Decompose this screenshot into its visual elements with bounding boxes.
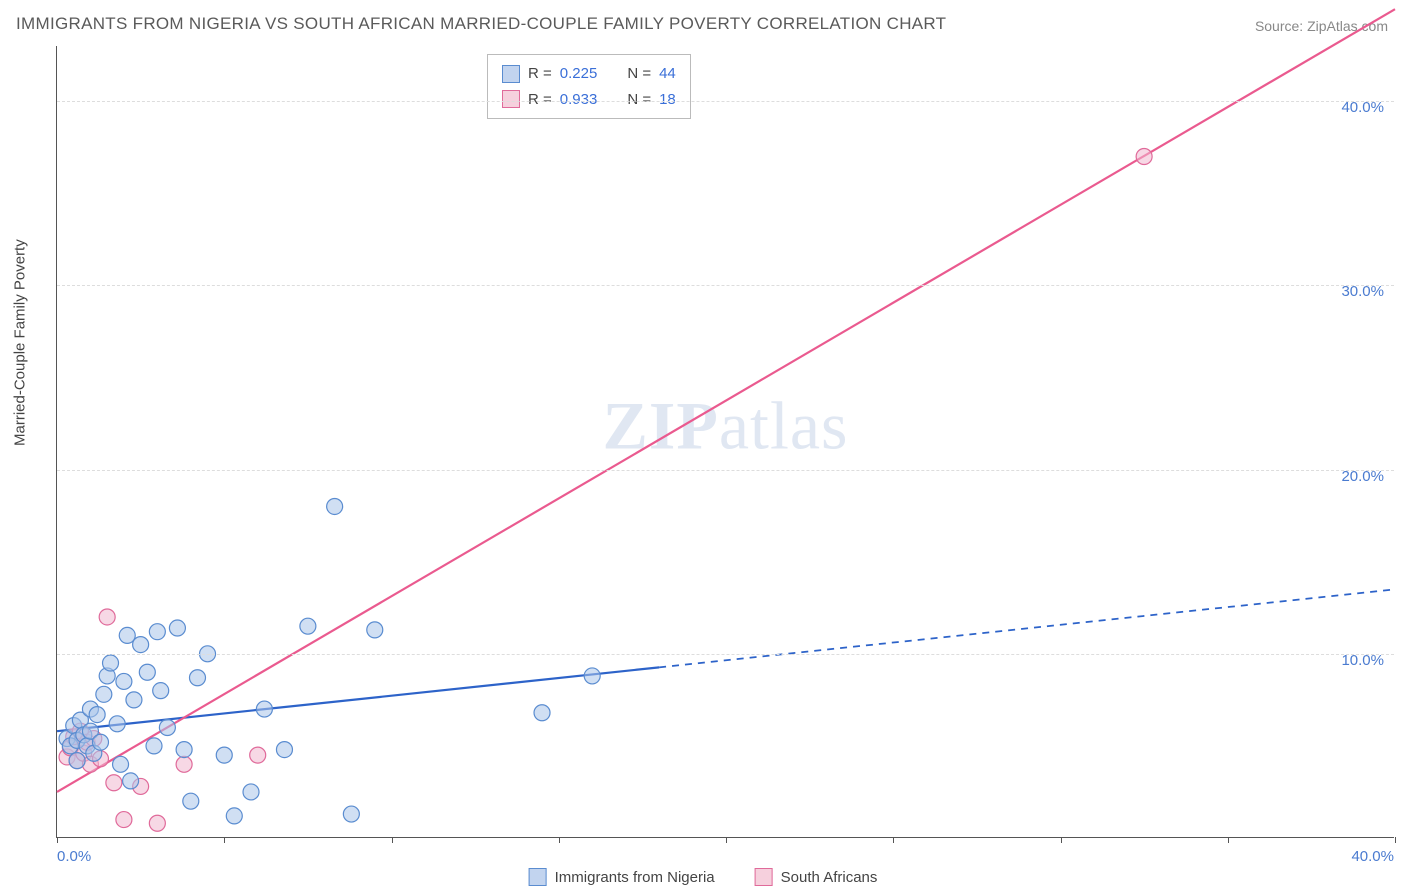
swatch-blue-icon — [529, 868, 547, 886]
data-point — [149, 815, 165, 831]
data-point — [276, 742, 292, 758]
r-value-nigeria: 0.225 — [560, 61, 598, 87]
y-tick-label: 30.0% — [1341, 283, 1384, 300]
data-point — [116, 673, 132, 689]
data-point — [126, 692, 142, 708]
data-point — [183, 793, 199, 809]
data-point — [216, 747, 232, 763]
data-point — [226, 808, 242, 824]
data-point — [367, 622, 383, 638]
x-tick — [1228, 837, 1229, 843]
gridline — [57, 470, 1394, 471]
x-tick — [1395, 837, 1396, 843]
data-point — [149, 624, 165, 640]
n-value-sa: 18 — [659, 87, 676, 113]
swatch-pink-icon — [502, 90, 520, 108]
swatch-pink-icon — [755, 868, 773, 886]
data-point — [99, 609, 115, 625]
n-label: N = — [627, 61, 651, 87]
data-point — [343, 806, 359, 822]
data-point — [189, 670, 205, 686]
r-label: R = — [528, 61, 552, 87]
data-point — [300, 618, 316, 634]
trend-line — [57, 9, 1395, 792]
legend-row-nigeria: R = 0.225 N = 44 — [502, 61, 676, 87]
data-point — [113, 756, 129, 772]
data-point — [133, 637, 149, 653]
data-point — [176, 756, 192, 772]
data-point — [116, 812, 132, 828]
y-tick-label: 10.0% — [1341, 652, 1384, 669]
x-legend-sa: South Africans — [755, 868, 878, 886]
data-point — [243, 784, 259, 800]
data-point — [106, 775, 122, 791]
data-point — [123, 773, 139, 789]
data-point — [89, 707, 105, 723]
r-label: R = — [528, 87, 552, 113]
data-point — [169, 620, 185, 636]
data-point — [1136, 149, 1152, 165]
data-point — [534, 705, 550, 721]
data-point — [153, 683, 169, 699]
x-axis-legend: Immigrants from Nigeria South Africans — [529, 868, 878, 886]
data-point — [109, 716, 125, 732]
scatter-plot — [57, 46, 1394, 837]
data-point — [176, 742, 192, 758]
x-tick — [726, 837, 727, 843]
data-point — [146, 738, 162, 754]
data-point — [139, 664, 155, 680]
gridline — [57, 654, 1394, 655]
legend-row-sa: R = 0.933 N = 18 — [502, 87, 676, 113]
x-tick — [559, 837, 560, 843]
x-tick — [392, 837, 393, 843]
trend-line-dashed — [659, 589, 1395, 667]
y-axis-title: Married-Couple Family Poverty — [12, 239, 29, 446]
x-legend-label-nigeria: Immigrants from Nigeria — [555, 869, 715, 886]
x-tick-label: 40.0% — [1351, 848, 1394, 865]
n-label: N = — [627, 87, 651, 113]
data-point — [159, 719, 175, 735]
swatch-blue-icon — [502, 65, 520, 83]
x-tick — [893, 837, 894, 843]
r-value-sa: 0.933 — [560, 87, 598, 113]
x-tick — [1061, 837, 1062, 843]
n-value-nigeria: 44 — [659, 61, 676, 87]
data-point — [327, 498, 343, 514]
data-point — [256, 701, 272, 717]
correlation-legend: R = 0.225 N = 44 R = 0.933 N = 18 — [487, 54, 691, 119]
chart-title: IMMIGRANTS FROM NIGERIA VS SOUTH AFRICAN… — [16, 14, 946, 34]
x-tick-label: 0.0% — [57, 848, 91, 865]
x-legend-label-sa: South Africans — [781, 869, 878, 886]
x-legend-nigeria: Immigrants from Nigeria — [529, 868, 715, 886]
data-point — [250, 747, 266, 763]
data-point — [92, 734, 108, 750]
chart-area: ZIPatlas R = 0.225 N = 44 R = 0.933 N = … — [56, 46, 1394, 838]
y-tick-label: 20.0% — [1341, 468, 1384, 485]
x-tick — [57, 837, 58, 843]
data-point — [96, 686, 112, 702]
gridline — [57, 285, 1394, 286]
x-tick — [224, 837, 225, 843]
data-point — [584, 668, 600, 684]
gridline — [57, 101, 1394, 102]
y-tick-label: 40.0% — [1341, 99, 1384, 116]
data-point — [69, 753, 85, 769]
data-point — [103, 655, 119, 671]
